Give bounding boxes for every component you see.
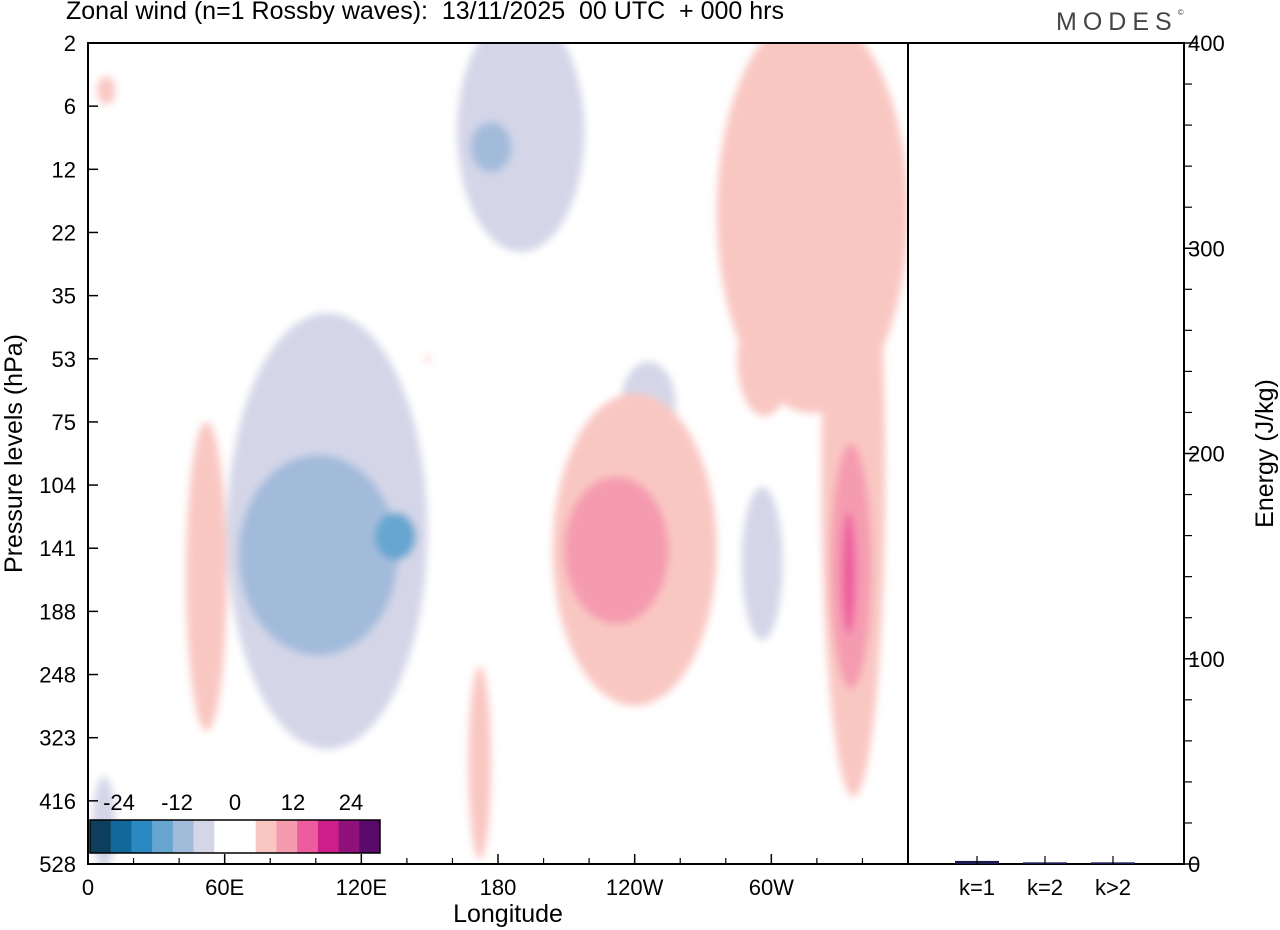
contour-region — [238, 454, 398, 656]
colorbar-frame — [89, 819, 381, 854]
y-tick-label: 53 — [52, 347, 76, 372]
colorbar-swatch — [131, 820, 153, 853]
bar-category-label: k=1 — [959, 875, 995, 900]
contour-region — [97, 76, 116, 105]
colorbar-label: 12 — [281, 790, 305, 815]
contour-region — [841, 512, 856, 635]
y-tick-label: 141 — [39, 536, 76, 561]
colorbar-swatch — [338, 820, 360, 853]
y-tick-label: 22 — [52, 220, 76, 245]
colorbar-swatch — [297, 820, 319, 853]
x-tick-label: 60W — [749, 875, 794, 900]
energy-tick-label: 300 — [1188, 236, 1225, 261]
contour-region — [470, 121, 512, 173]
y-tick-label: 6 — [64, 94, 76, 119]
chart-title: Zonal wind (n=1 Rossby waves): 13/11/202… — [66, 0, 784, 25]
contour-region — [724, 12, 797, 21]
x-tick-label: 120W — [606, 875, 664, 900]
colorbar-swatch — [255, 820, 277, 853]
heatmap-regions — [92, 12, 908, 864]
brand-name: MODES — [1056, 8, 1178, 36]
y-tick-label: 2 — [64, 31, 76, 56]
energy-axes: k=1 k=2 k>2 0 100 200 300 400 Energy (J/kg) — [959, 31, 1279, 900]
colorbar-swatch — [152, 820, 174, 853]
colorbar-label: -12 — [161, 790, 193, 815]
energy-tick-label: 400 — [1188, 31, 1225, 56]
colorbar-swatch — [193, 820, 215, 853]
x-tick-label: 180 — [480, 875, 517, 900]
colorbar-swatch — [276, 820, 298, 853]
x-tick-label: 0 — [82, 875, 94, 900]
contour-region — [468, 666, 492, 860]
x-tick-label: 120E — [336, 875, 387, 900]
contour-region — [741, 486, 783, 640]
x-axis-label: Longitude — [453, 900, 563, 928]
contour-layer — [92, 12, 908, 864]
y-tick-label: 416 — [39, 789, 76, 814]
bar-category-label: k>2 — [1095, 875, 1131, 900]
y-tick-label: 104 — [39, 473, 76, 498]
energy-tick-label: 100 — [1188, 647, 1225, 672]
colorbar-swatch — [235, 820, 257, 853]
energy-bar-chart — [907, 42, 1185, 865]
colorbar-label: 0 — [229, 790, 241, 815]
contour-region — [185, 421, 227, 731]
y-tick-label: 188 — [39, 599, 76, 624]
brand-mark: © — [1177, 8, 1184, 17]
contour-region — [457, 43, 585, 252]
colorbar-swatch — [317, 820, 340, 853]
wind-heatmap — [87, 12, 909, 865]
y-tick-label: 12 — [52, 157, 76, 182]
bar-category-label: k=2 — [1027, 875, 1063, 900]
y-tick-label: 248 — [39, 663, 76, 688]
colorbar-label: 24 — [339, 790, 363, 815]
colorbar-swatch — [359, 820, 381, 853]
colorbar-swatch — [214, 820, 236, 853]
colorbar-swatch — [110, 820, 132, 853]
contour-region — [564, 476, 669, 625]
x-tick-label: 60E — [205, 875, 244, 900]
colorbar: -24 -12 0 12 24 — [89, 790, 381, 854]
contour-region — [424, 355, 431, 362]
energy-axis-label: Energy (J/kg) — [1251, 379, 1279, 528]
y-axis-label: Pressure levels (hPa) — [0, 334, 28, 573]
bar-panel-frame — [907, 42, 1185, 865]
energy-tick-label: 0 — [1188, 852, 1200, 877]
heatmap-axes: 0 60E 120E 180 120W 60W 2 6 12 22 35 53 75 104 141 188 2… — [0, 31, 864, 928]
colorbar-label: -24 — [103, 790, 135, 815]
colorbar-swatch — [90, 820, 112, 853]
contour-region — [375, 512, 416, 561]
y-tick-label: 528 — [39, 852, 76, 877]
brand-logo: MODES© — [1056, 8, 1184, 37]
y-tick-label: 75 — [52, 410, 76, 435]
contour-region — [737, 302, 792, 417]
contour-region — [168, 12, 268, 23]
y-tick-label: 323 — [39, 726, 76, 751]
colorbar-swatch — [172, 820, 195, 853]
y-tick-label: 35 — [52, 284, 76, 309]
energy-tick-label: 200 — [1188, 442, 1225, 467]
